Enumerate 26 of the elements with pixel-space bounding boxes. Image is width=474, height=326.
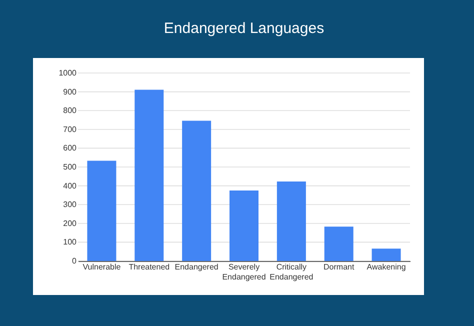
y-tick-label: 900: [63, 87, 78, 96]
x-tick-label: Severely Endangered: [222, 262, 266, 282]
y-tick-label: 300: [63, 200, 78, 210]
x-tick-label: Dormant: [324, 262, 355, 272]
y-tick-label: 1000: [58, 68, 78, 78]
bar: [276, 181, 306, 261]
bar: [230, 190, 258, 261]
bar: [87, 160, 116, 261]
chart-title: Endangered Languages: [164, 20, 324, 37]
y-tick-label: 700: [63, 124, 78, 134]
x-tick-label: Awakening: [366, 262, 406, 272]
bar: [372, 248, 401, 261]
y-tick-label: 100: [63, 238, 78, 247]
bar: [324, 226, 354, 261]
y-tick-label: 200: [63, 218, 78, 228]
y-tick-label: 500: [63, 162, 78, 172]
x-tick-label: Endangered: [174, 262, 218, 272]
x-tick-label: Vulnerable: [82, 262, 122, 272]
y-tick-label: 600: [63, 144, 78, 153]
y-tick-label: 400: [63, 181, 78, 190]
y-tick-label: 0: [72, 256, 78, 266]
x-tick-label: Threatened: [128, 262, 170, 272]
x-tick-label: Critically Endangered: [270, 262, 314, 282]
y-tick-label: 800: [63, 106, 78, 116]
bar: [134, 90, 164, 261]
bar: [182, 120, 212, 261]
